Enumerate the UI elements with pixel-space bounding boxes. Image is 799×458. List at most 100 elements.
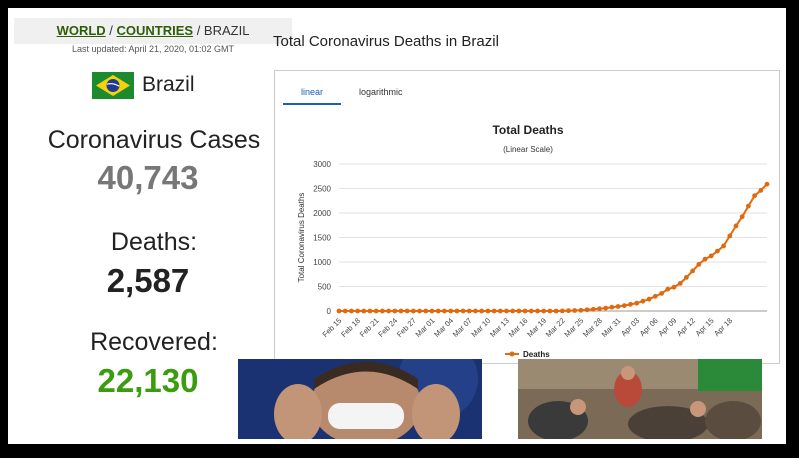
data-point: [479, 308, 485, 314]
data-point: [510, 308, 516, 314]
x-tick-label: Mar 31: [600, 316, 623, 339]
data-point: [367, 308, 373, 314]
x-tick-label: Mar 25: [562, 316, 585, 339]
data-point: [590, 306, 596, 312]
data-point: [336, 308, 342, 314]
data-point: [752, 193, 757, 199]
y-axis-label: Total Coronavirus Deaths: [297, 193, 306, 283]
data-point: [597, 306, 602, 312]
deaths-value: 2,587: [106, 262, 190, 299]
data-point: [466, 308, 472, 314]
x-tick-label: Mar 13: [488, 316, 511, 339]
x-tick-label: Mar 28: [581, 316, 604, 339]
x-tick-label: Apr 15: [694, 316, 716, 338]
x-tick-label: Apr 09: [656, 316, 678, 338]
data-point: [386, 308, 391, 314]
data-point: [504, 308, 509, 314]
x-tick-label: Mar 10: [469, 316, 492, 339]
data-point: [621, 303, 627, 308]
y-tick-label: 1000: [313, 258, 331, 267]
data-point: [423, 308, 429, 314]
breadcrumb-separator: /: [105, 23, 117, 38]
breadcrumb-separator: /: [193, 23, 204, 38]
y-tick-label: 2500: [313, 185, 331, 194]
x-tick-label: Mar 19: [525, 316, 548, 339]
y-tick-label: 3000: [313, 160, 331, 169]
last-updated: Last updated: April 21, 2020, 01:02 GMT: [71, 44, 235, 54]
data-point: [553, 308, 559, 314]
data-point: [696, 262, 702, 267]
tab-logarithmic[interactable]: logarithmic: [359, 87, 403, 97]
data-point: [392, 308, 398, 314]
data-point: [764, 181, 770, 187]
data-point: [733, 223, 739, 229]
data-point: [435, 308, 441, 314]
data-point: [727, 233, 733, 239]
breadcrumb-countries-link[interactable]: COUNTRIES: [116, 23, 194, 38]
deaths-label: Deaths:: [110, 228, 198, 256]
data-point: [715, 248, 720, 254]
data-point: [628, 301, 633, 307]
data-point: [454, 308, 460, 314]
data-point: [615, 304, 621, 309]
tab-linear[interactable]: linear: [283, 83, 342, 105]
chart-scale-tabs: linear logarithmic: [283, 83, 421, 105]
y-tick-label: 1500: [313, 234, 331, 243]
breadcrumb-current: BRAZIL: [203, 23, 250, 38]
data-point: [541, 308, 547, 314]
data-point: [373, 308, 379, 314]
data-point: [652, 293, 658, 299]
data-point: [448, 308, 454, 314]
data-point: [516, 308, 522, 314]
data-point: [522, 308, 528, 314]
data-point: [665, 286, 671, 292]
data-point: [349, 308, 354, 314]
data-point: [572, 308, 578, 313]
data-point: [411, 308, 416, 314]
breadcrumb: WORLD / COUNTRIES / BRAZIL: [14, 18, 292, 44]
cases-label: Coronavirus Cases: [47, 126, 261, 154]
data-point: [491, 308, 497, 314]
data-point: [417, 308, 422, 314]
data-point: [497, 308, 503, 314]
x-tick-label: Apr 03: [619, 316, 641, 338]
data-point: [659, 291, 664, 296]
data-point: [708, 253, 714, 259]
x-tick-label: Feb 18: [339, 316, 362, 339]
news-photo-mask: [238, 359, 482, 439]
news-photo-crowd: [518, 359, 762, 439]
chart-panel-title: Total Coronavirus Deaths in Brazil: [273, 33, 499, 50]
data-point: [559, 308, 565, 314]
data-point: [380, 308, 385, 314]
y-tick-label: 0: [327, 307, 332, 316]
data-point: [473, 308, 478, 314]
data-point: [702, 256, 708, 262]
y-tick-label: 500: [318, 283, 332, 292]
data-point: [746, 203, 751, 209]
x-tick-label: Mar 22: [544, 316, 567, 339]
data-point: [429, 308, 435, 314]
chart-title: Total Deaths: [492, 123, 563, 137]
data-point: [603, 305, 609, 311]
data-point: [547, 308, 553, 314]
legend-label: Deaths: [523, 350, 550, 359]
data-point: [671, 284, 677, 290]
breadcrumb-world-link[interactable]: WORLD: [56, 23, 106, 38]
data-point: [578, 307, 584, 313]
x-tick-label: Mar 04: [432, 316, 455, 339]
data-point: [739, 214, 745, 220]
data-point: [528, 308, 534, 314]
chart-subtitle: (Linear Scale): [503, 145, 553, 154]
country-header: Brazil: [92, 70, 195, 100]
data-point: [758, 188, 764, 193]
cases-value: 40,743: [97, 159, 199, 196]
data-point: [460, 308, 466, 314]
x-tick-label: Apr 06: [638, 316, 660, 338]
data-point: [690, 268, 695, 274]
data-point: [535, 308, 540, 314]
series-line-deaths: [339, 183, 768, 312]
data-point: [721, 243, 726, 249]
data-point: [566, 308, 571, 314]
data-point: [404, 308, 410, 314]
data-point: [355, 308, 360, 314]
